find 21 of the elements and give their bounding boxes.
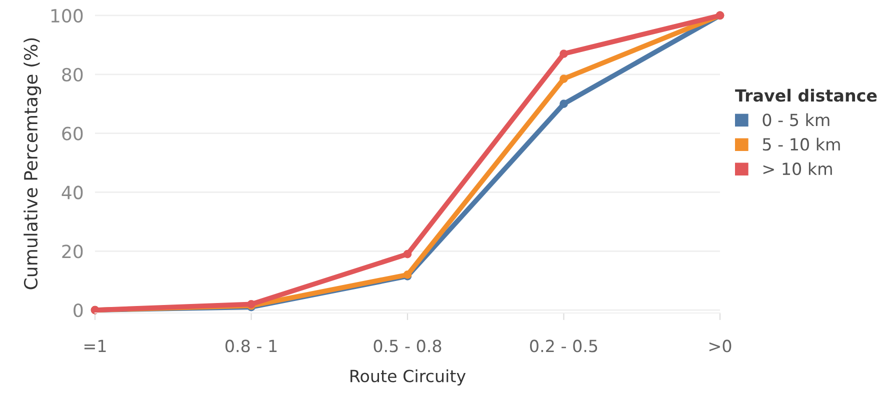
y-tick-label: 60 [62, 126, 83, 140]
y-tick-label: 80 [62, 68, 83, 82]
y-tick-label: 0 [74, 304, 83, 318]
x-tick-label: 0.5 - 0.8 [374, 340, 442, 352]
y-axis-title: Cumulative Percemtage (%) [24, 38, 42, 290]
x-tick-label: 0.2 - 0.5 [530, 340, 598, 352]
y-tick-label: 100 [51, 8, 83, 23]
point [403, 250, 412, 258]
x-axis-title: Route Circuity [350, 369, 466, 386]
y-tick-label: 40 [62, 186, 83, 200]
x-tick-label: 0.8 - 1 [225, 340, 277, 352]
x-tick-label: =1 [84, 340, 106, 352]
point [560, 100, 568, 108]
point [560, 50, 568, 58]
x-tick-label: >0 [709, 340, 732, 352]
point [560, 74, 568, 83]
legend-label: 0 - 5 km [762, 113, 830, 126]
legend-label: > 10 km [763, 162, 832, 176]
legend-label: 5 - 10 km [762, 138, 840, 151]
legend-title: Travel distance [735, 88, 877, 102]
y-tick-label: 20 [62, 244, 83, 258]
